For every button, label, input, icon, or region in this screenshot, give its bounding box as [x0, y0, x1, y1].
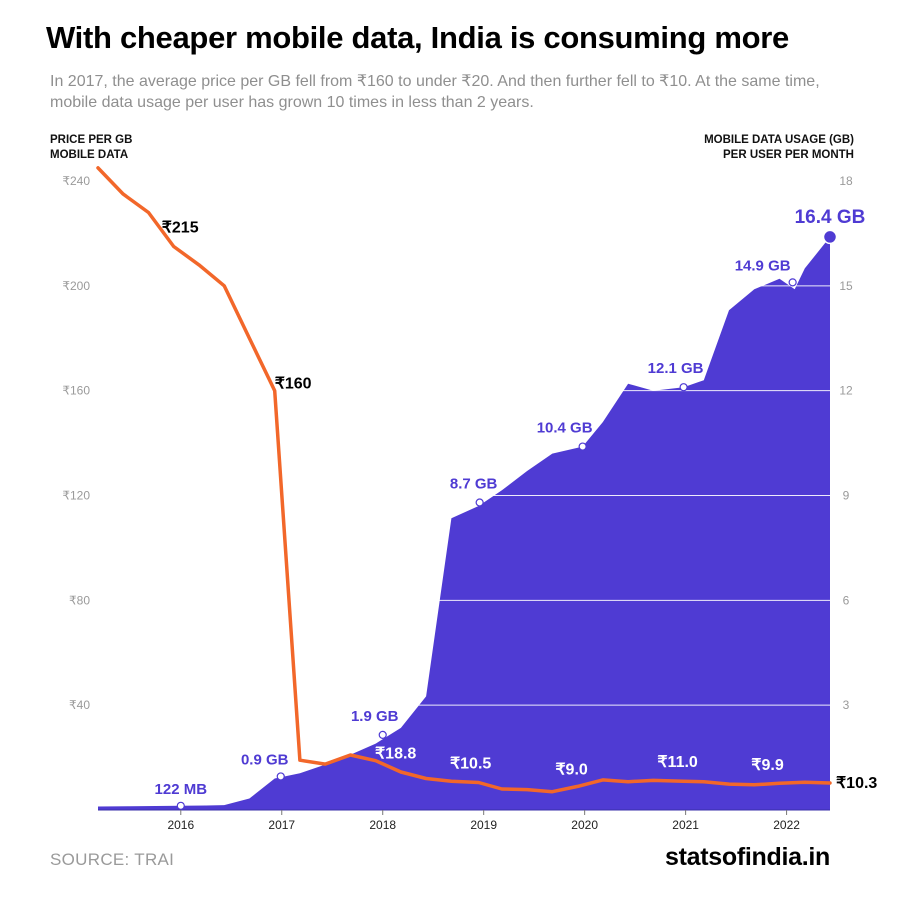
usage-label: 0.9 GB — [241, 751, 289, 768]
usage-label: 10.4 GB — [537, 420, 593, 437]
chart-title: With cheaper mobile data, India is consu… — [46, 20, 789, 55]
price-label: ₹9.9 — [751, 757, 784, 774]
price-label: ₹160 — [275, 376, 312, 393]
x-tick-label: 2021 — [672, 818, 699, 832]
right-tick-label: 6 — [843, 593, 850, 607]
right-tick-label: 15 — [839, 279, 853, 293]
usage-label: 122 MB — [155, 781, 208, 798]
x-tick-label: 2022 — [773, 818, 800, 832]
x-tick-label: 2020 — [571, 818, 598, 832]
usage-marker — [679, 383, 688, 392]
price-label: ₹11.0 — [657, 754, 698, 771]
x-tick-label: 2016 — [167, 818, 194, 832]
usage-label: 16.4 GB — [795, 207, 866, 228]
usage-marker — [578, 442, 587, 451]
left-axis-title: PRICE PER GB MOBILE DATA — [50, 134, 133, 161]
usage-marker — [475, 498, 484, 507]
x-tick-label: 2018 — [369, 818, 396, 832]
left-tick-label: ₹160 — [62, 384, 90, 398]
usage-label: 14.9 GB — [735, 257, 791, 274]
left-tick-label: ₹240 — [62, 174, 90, 188]
brand-logo: statsofindia.in — [665, 843, 830, 871]
usage-marker — [788, 278, 797, 287]
usage-label: 8.7 GB — [450, 475, 498, 492]
usage-marker — [176, 801, 185, 810]
left-tick-label: ₹200 — [62, 279, 90, 293]
price-label: ₹215 — [162, 220, 199, 237]
right-axis-title: MOBILE DATA USAGE (GB) PER USER PER MONT… — [704, 134, 854, 161]
source-note: SOURCE: TRAI — [50, 850, 175, 869]
chart-subtitle: In 2017, the average price per GB fell f… — [50, 73, 820, 111]
usage-area — [98, 236, 830, 810]
price-label: ₹10.3 — [836, 775, 877, 792]
right-tick-label: 12 — [839, 384, 853, 398]
right-tick-label: 9 — [843, 489, 850, 503]
usage-marker — [378, 730, 387, 739]
usage-marker — [276, 772, 285, 781]
left-tick-label: ₹80 — [69, 593, 90, 607]
usage-marker-final — [822, 229, 838, 245]
x-tick-label: 2017 — [268, 818, 295, 832]
price-label: ₹10.5 — [450, 755, 491, 772]
left-tick-label: ₹40 — [69, 698, 90, 712]
usage-label: 1.9 GB — [351, 708, 399, 725]
left-tick-label: ₹120 — [62, 489, 90, 503]
right-tick-label: 3 — [843, 698, 850, 712]
right-tick-label: 18 — [839, 174, 853, 188]
x-tick-label: 2019 — [470, 818, 497, 832]
price-label: ₹9.0 — [555, 761, 588, 778]
usage-label: 12.1 GB — [648, 360, 704, 377]
price-label: ₹18.8 — [375, 746, 416, 763]
price-line — [96, 166, 832, 794]
